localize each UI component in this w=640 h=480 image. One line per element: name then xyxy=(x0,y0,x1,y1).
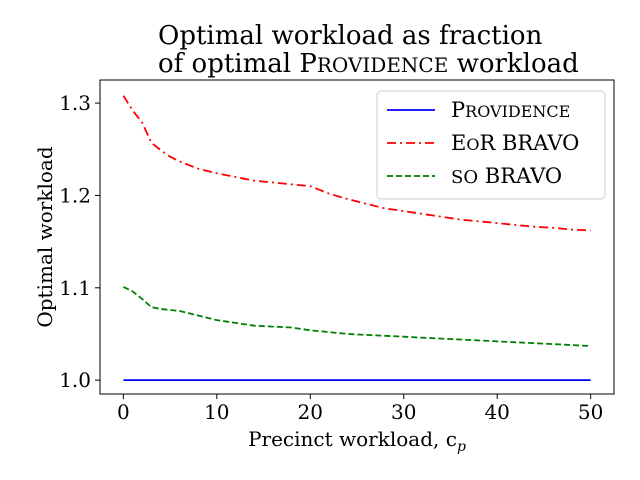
x-tick-label: 30 xyxy=(391,400,416,424)
y-tick-label: 1.2 xyxy=(59,183,91,207)
series-line-3 xyxy=(123,286,591,347)
chart-title-line-1: Optimal workload as fraction xyxy=(158,21,543,51)
legend-label-1: PROVIDENCE xyxy=(451,98,570,122)
y-tick-label: 1.1 xyxy=(59,276,91,300)
x-tick-label: 40 xyxy=(484,400,509,424)
chart-title-line-2: of optimal PROVIDENCE workload xyxy=(158,49,579,79)
legend: PROVIDENCE EOR BRAVO SO BRAVO xyxy=(376,90,606,200)
legend-label-2: EOR BRAVO xyxy=(451,131,579,155)
x-axis-label: Precinct workload, cp xyxy=(248,427,466,455)
chart-title: Optimal workload as fraction of optimal … xyxy=(158,21,579,79)
y-axis-label: Optimal workload xyxy=(33,146,57,327)
x-tick-label: 20 xyxy=(298,400,323,424)
plot-frame xyxy=(99,79,615,395)
legend-label-3: SO BRAVO xyxy=(451,164,562,188)
y-tick-label: 1.0 xyxy=(59,368,91,392)
x-tick-label: 50 xyxy=(578,400,603,424)
plot-area xyxy=(122,95,591,382)
series-line-2 xyxy=(122,95,591,232)
x-tick-label: 0 xyxy=(117,400,130,424)
legend-box xyxy=(376,90,606,200)
axes: 0 10 20 30 40 50 1.0 1.1 1.2 1.3 xyxy=(59,79,615,424)
y-tick-label: 1.3 xyxy=(59,91,91,115)
x-tick-label: 10 xyxy=(204,400,229,424)
